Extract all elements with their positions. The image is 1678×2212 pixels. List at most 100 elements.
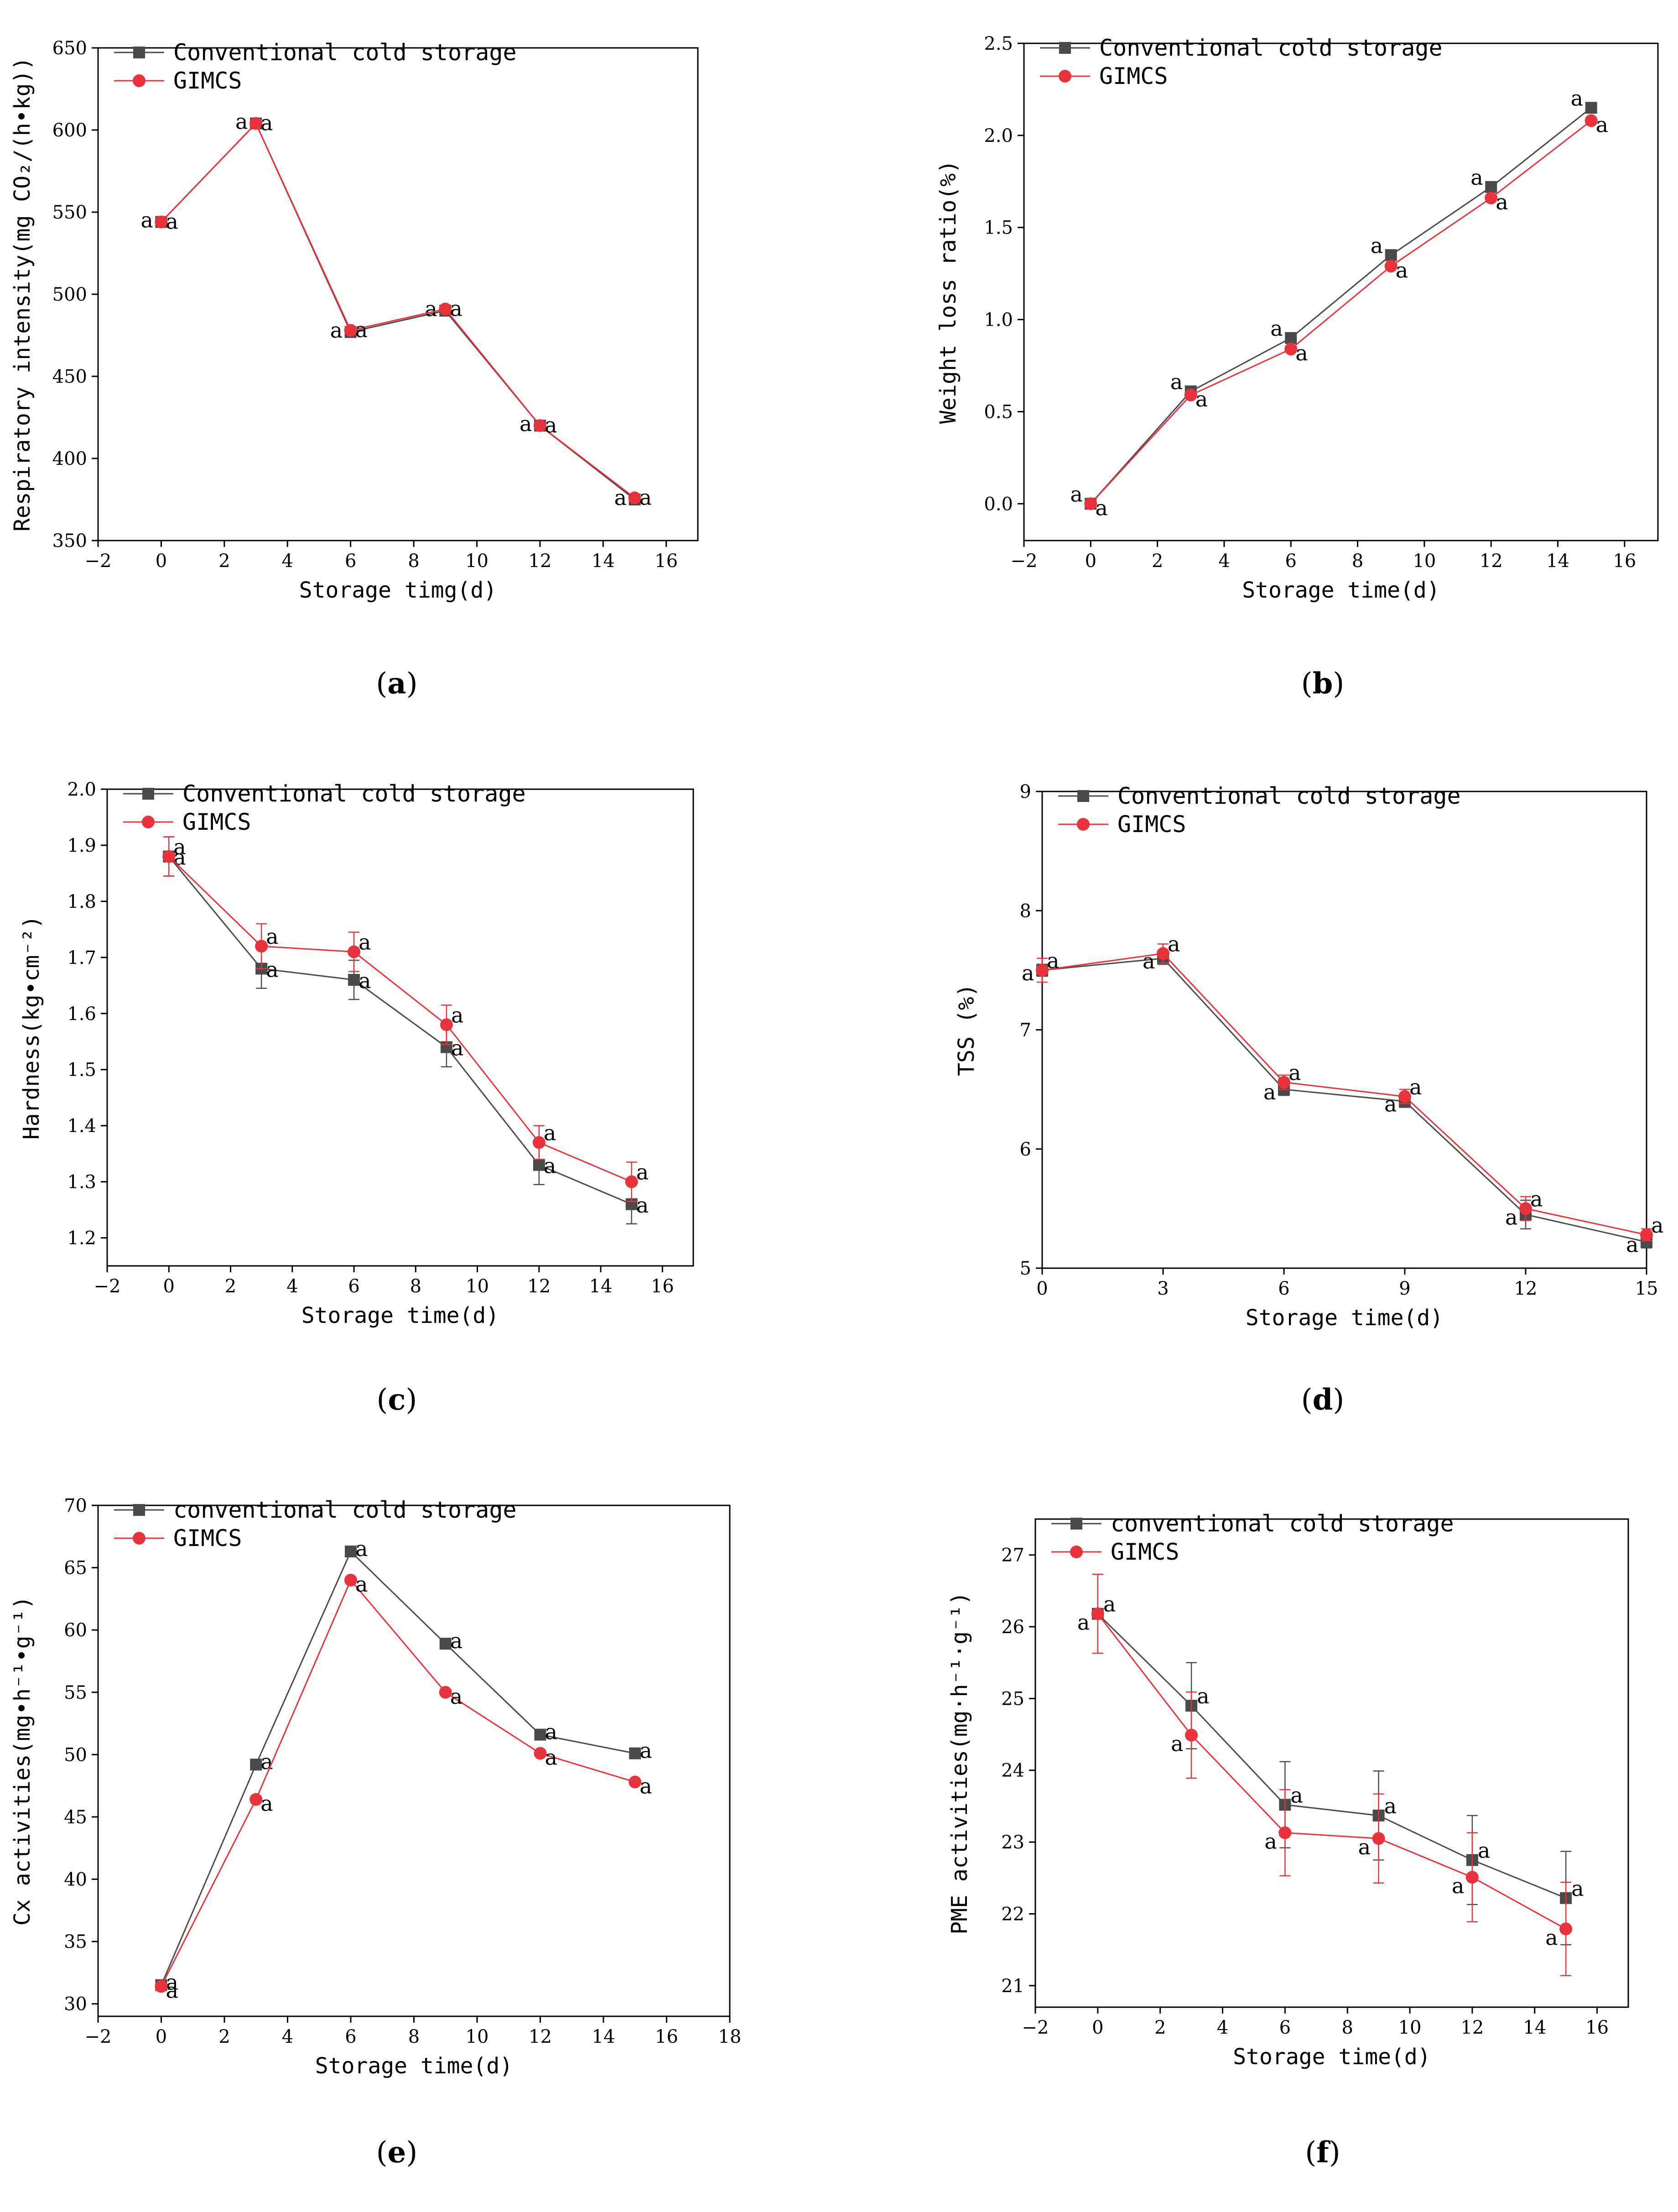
significance-letter: a [1264,1829,1277,1854]
series-line-2 [161,1579,635,1987]
y-tick-label: 1.2 [67,1228,96,1249]
significance-letter: a [1168,932,1180,956]
data-point-circle [1284,343,1298,356]
legend-label: GIMCS [1111,1539,1179,1565]
series-line-1 [1090,107,1592,505]
significance-letter: a [355,1572,368,1597]
panel-caption-letter: b [1313,666,1333,701]
significance-letter: a [140,208,153,233]
significance-letter: a [330,318,343,343]
significance-letter: a [1478,1838,1490,1863]
y-tick-label: 6 [1020,1139,1031,1160]
data-point-circle [1157,947,1169,960]
series-line-2 [161,122,635,499]
legend-marker-circle [133,74,145,87]
y-axis-title: Cx activities(mg•h⁻¹•g⁻¹) [10,1596,35,1926]
x-tick-label: 6 [1278,1278,1289,1299]
y-tick-label: 1.5 [67,1060,96,1081]
significance-letter: a [1452,1874,1464,1898]
significance-letter: a [355,1536,368,1561]
panel-caption-letter: e [388,2135,406,2170]
legend-label: Conventional cold storage [182,781,526,807]
x-tick-label: 14 [1546,551,1569,572]
significance-letter: a [166,1978,178,2003]
data-point-circle [625,1175,638,1188]
x-tick-label: 14 [1523,2017,1546,2038]
x-tick-label: 18 [718,2026,742,2047]
x-tick-label: 2 [1154,2017,1166,2038]
significance-letter: a [355,317,368,342]
data-point-circle [1584,114,1598,127]
x-tick-label: 12 [1514,1278,1538,1299]
legend-label: GIMCS [1117,811,1186,838]
plot-frame [106,788,694,1267]
x-tick-label: 4 [286,1276,298,1297]
data-point-circle [249,117,263,130]
legend-label: GIMCS [1099,63,1168,89]
x-tick-label: 4 [282,551,293,572]
data-point-circle [629,1775,642,1789]
x-tick-label: 14 [592,551,615,572]
y-tick-label: 25 [1001,1688,1024,1709]
x-axis-title: Storage time(d) [301,1303,499,1328]
significance-letter: a [1651,1213,1663,1238]
plot-frame [1041,791,1647,1269]
plot-frame [97,47,699,541]
significance-letter: a [1358,1835,1371,1859]
x-tick-label: 6 [1285,551,1297,572]
significance-letter: a [1143,949,1155,973]
x-axis-title: Storage time(d) [1233,2044,1430,2070]
x-tick-label: 0 [163,1276,175,1297]
data-point-square [1485,181,1497,193]
panel-caption: (e) [376,2135,418,2170]
x-tick-label: 16 [651,1276,674,1297]
significance-letter: a [450,1684,462,1709]
significance-letter: a [1077,1610,1090,1635]
y-tick-label: 21 [1001,1976,1024,1997]
y-tick-label: 55 [64,1682,87,1703]
x-tick-label: 0 [1092,2017,1103,2038]
y-tick-label: 550 [52,202,87,223]
significance-letter: a [425,297,437,321]
data-point-circle [440,1018,453,1031]
y-tick-label: 60 [64,1620,87,1641]
y-tick-label: 350 [52,531,87,552]
y-tick-label: 1.0 [984,310,1013,331]
x-tick-label: 2 [1152,551,1163,572]
significance-letter: a [450,296,462,321]
significance-letter: a [1596,113,1608,137]
y-tick-label: 9 [1020,781,1031,802]
y-tick-label: 24 [1001,1760,1024,1781]
x-tick-label: −2 [85,2026,112,2047]
y-tick-label: 400 [52,448,87,469]
significance-letter: a [636,1193,649,1218]
y-tick-label: 0.5 [984,401,1013,422]
y-tick-label: 35 [64,1931,87,1952]
data-point-square [439,1638,452,1650]
significance-letter: a [545,1720,557,1744]
significance-letter: a [358,930,371,955]
significance-letter: a [1263,1080,1276,1104]
plot-frame [97,1504,731,2017]
x-tick-label: 2 [218,2026,230,2047]
x-tick-label: 8 [1352,551,1363,572]
data-point-circle [628,491,641,505]
data-point-circle [1485,192,1498,205]
chart-panel-b: −2 0 2 4 6 8 10 12 14 16 0.0 0.5 1.0 1.5 2.0 2.5 Storage… [935,33,1659,701]
x-tick-label: 3 [1157,1278,1169,1299]
panel-caption-letter: f [1316,2135,1330,2170]
data-point-square [1385,249,1397,261]
data-point-circle [162,850,176,863]
x-tick-label: 10 [1398,2017,1422,2038]
significance-letter: a [636,1160,649,1185]
data-point-square [534,1728,546,1741]
x-tick-label: 10 [465,551,488,572]
x-tick-label: 4 [1217,2017,1228,2038]
significance-letter: a [1195,387,1208,411]
x-axis-title: Storage time(d) [1246,1305,1443,1331]
significance-letter: a [1288,1060,1301,1085]
y-tick-label: 1.6 [67,1004,96,1025]
legend-marker-square [142,788,154,800]
panel-caption: (f) [1305,2135,1340,2170]
